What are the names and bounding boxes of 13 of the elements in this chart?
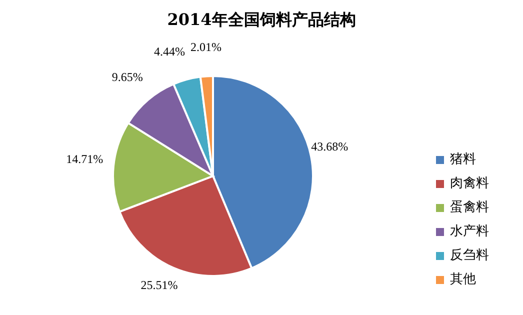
chart-title: 2014年全国饲料产品结构: [166, 9, 357, 31]
legend-label: 肉禽料: [450, 175, 489, 193]
data-label: 2.01%: [190, 40, 222, 54]
legend-label: 水产料: [450, 223, 489, 241]
data-label: 43.68%: [311, 140, 348, 154]
legend-label: 猪料: [450, 151, 476, 169]
data-label: 4.44%: [154, 44, 186, 58]
data-label: 25.51%: [140, 278, 178, 292]
data-label: 9.65%: [112, 70, 143, 84]
legend-label: 反刍料: [450, 247, 489, 265]
data-label: 14.71%: [66, 152, 104, 166]
legend-label: 其他: [450, 271, 476, 289]
legend-label: 蛋禽料: [450, 199, 489, 217]
